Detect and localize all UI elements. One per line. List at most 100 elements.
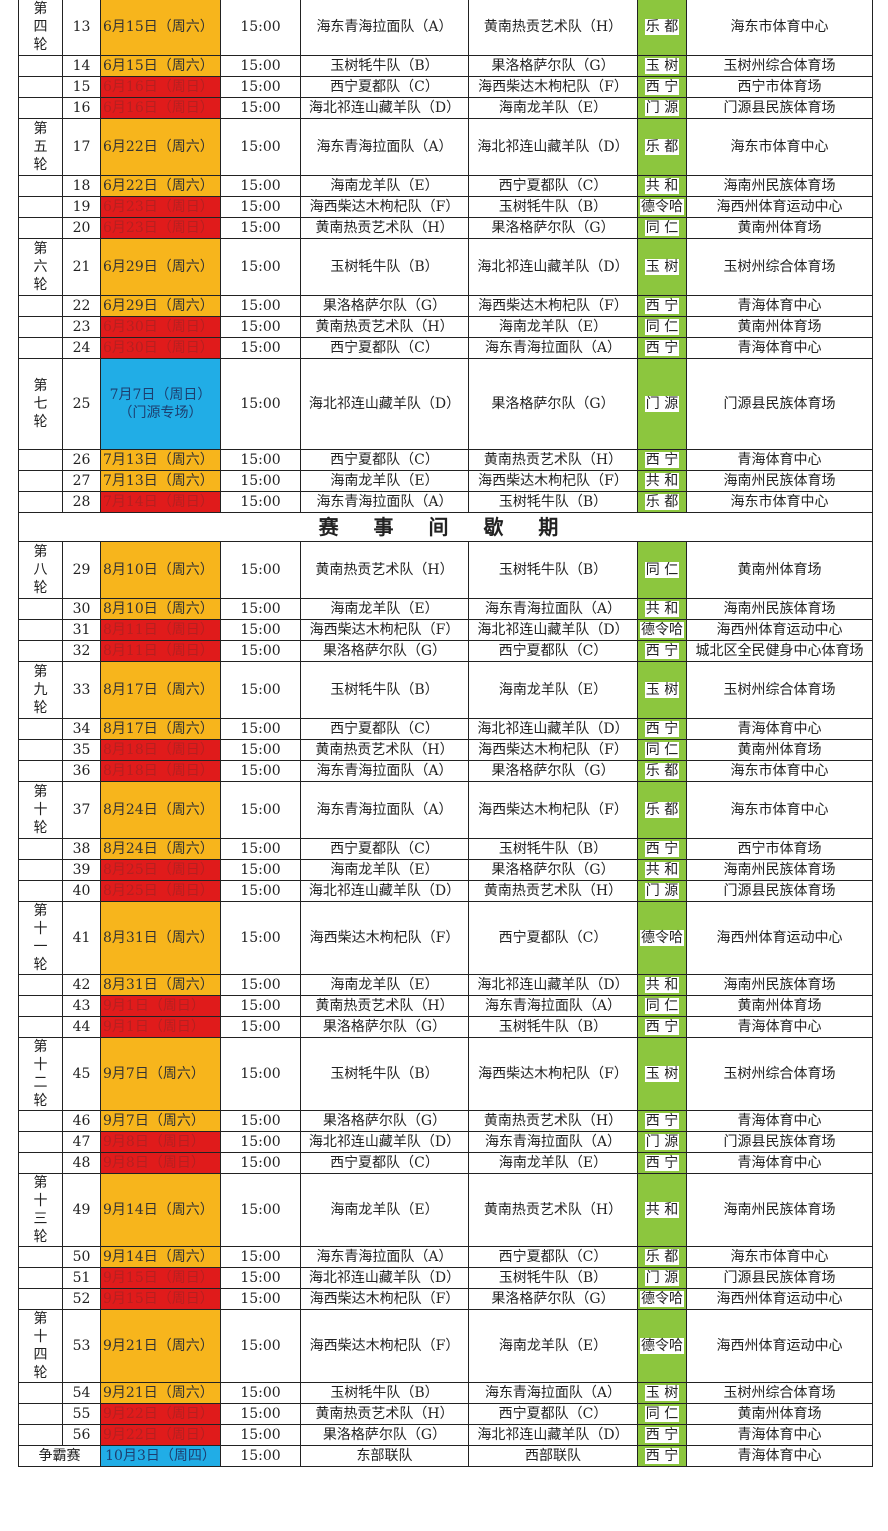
kickoff-time: 15:00 — [220, 1267, 301, 1289]
match-number: 50 — [62, 1246, 101, 1268]
venue: 玉树州综合体育场 — [686, 661, 873, 719]
venue: 青海体育中心 — [686, 1110, 873, 1132]
home-team: 西宁夏都队（C） — [300, 76, 469, 98]
city-cell: 门 源 — [637, 358, 687, 450]
match-date: 7月13日（周六） — [100, 470, 221, 492]
match-number: 36 — [62, 760, 101, 782]
final-row: 争霸赛 10月3日（周四） 15:00 东部联队 西部联队西 宁青海体育中心 — [18, 1445, 873, 1467]
match-date: 9月15日（周日） — [100, 1288, 221, 1310]
match-date: 9月21日（周六） — [100, 1382, 221, 1404]
city-text: 西 宁 — [644, 1113, 680, 1129]
round-label-cell — [18, 880, 63, 902]
away-team: 西宁夏都队（C） — [468, 901, 638, 975]
away-team: 玉树牦牛队（B） — [468, 196, 638, 218]
city-cell: 德令哈 — [637, 1309, 687, 1383]
round-label-cell — [18, 838, 63, 860]
home-team: 西宁夏都队（C） — [300, 838, 469, 860]
away-team: 海北祁连山藏羊队（D） — [468, 1424, 638, 1446]
home-team: 玉树牦牛队（B） — [300, 238, 469, 296]
city-text: 乐 都 — [644, 139, 680, 155]
city-cell: 门 源 — [637, 97, 687, 119]
kickoff-time: 15:00 — [220, 1382, 301, 1404]
match-date: 6月22日（周六） — [100, 118, 221, 176]
schedule-table: 第四轮 13 6月15日（周六） 15:00 海东青海拉面队（A） 黄南热贡艺术队（H）乐… — [18, 0, 873, 1467]
match-row: 第十三轮 49 9月14日（周六） 15:00 海南龙羊队（E） 黄南热贡艺术队（H） 共 … — [18, 1173, 873, 1247]
venue: 门源县民族体育场 — [686, 358, 873, 450]
match-date: 6月15日（周六） — [100, 0, 221, 56]
city-cell: 共 和 — [637, 859, 687, 881]
venue: 黄南州体育场 — [686, 995, 873, 1017]
city-cell: 共 和 — [637, 598, 687, 620]
match-date: 8月17日（周六） — [100, 718, 221, 740]
away-team: 海北祁连山藏羊队（D） — [468, 718, 638, 740]
kickoff-time: 15:00 — [220, 217, 301, 239]
match-row: 26 7月13日（周六） 15:00 西宁夏都队（C） 黄南热贡艺术队（H） 西 宁青海体… — [18, 449, 873, 471]
city-cell: 乐 都 — [637, 0, 687, 56]
match-number: 55 — [62, 1403, 101, 1425]
city-text: 西 宁 — [644, 1019, 680, 1035]
city-cell: 门 源 — [637, 880, 687, 902]
round-label-cell: 第六轮 — [18, 238, 63, 296]
city-cell: 乐 都 — [637, 760, 687, 782]
match-number: 39 — [62, 859, 101, 881]
city-cell: 西 宁 — [637, 337, 687, 359]
round-label-cell — [18, 55, 63, 77]
kickoff-time: 15:00 — [220, 449, 301, 471]
city-cell: 德令哈 — [637, 196, 687, 218]
venue: 海西州体育运动中心 — [686, 901, 873, 975]
city-text: 西 宁 — [644, 841, 680, 857]
venue: 海东市体育中心 — [686, 1246, 873, 1268]
round-label: 第六轮 — [33, 241, 48, 293]
away-team: 黄南热贡艺术队（H） — [468, 1173, 638, 1247]
match-date: 8月11日（周日） — [100, 640, 221, 662]
kickoff-time: 15:00 — [220, 901, 301, 975]
match-row: 43 9月1日（周日） 15:00 黄南热贡艺术队（H） 海东青海拉面队（A） 同 仁黄南… — [18, 995, 873, 1017]
match-row: 34 8月17日（周六） 15:00 西宁夏都队（C） 海北祁连山藏羊队（D） 西 宁青海… — [18, 718, 873, 740]
round-label-cell — [18, 1267, 63, 1289]
city-text: 玉 树 — [644, 1385, 680, 1401]
match-row: 55 9月22日（周日） 15:00 黄南热贡艺术队（H） 西宁夏都队（C） 同 仁黄南州… — [18, 1403, 873, 1425]
match-number: 32 — [62, 640, 101, 662]
home-team: 海北祁连山藏羊队（D） — [300, 1267, 469, 1289]
venue: 青海体育中心 — [686, 1016, 873, 1038]
match-number: 49 — [62, 1173, 101, 1247]
match-number: 52 — [62, 1288, 101, 1310]
city-text: 门 源 — [644, 1270, 680, 1286]
round-label-cell: 第八轮 — [18, 541, 63, 599]
match-date: 9月7日（周六） — [100, 1037, 221, 1111]
match-number: 34 — [62, 718, 101, 740]
away-team: 海南龙羊队（E） — [468, 1152, 638, 1174]
kickoff-time: 15:00 — [220, 974, 301, 996]
away-team: 西宁夏都队（C） — [468, 640, 638, 662]
venue: 门源县民族体育场 — [686, 1131, 873, 1153]
city-text: 西 宁 — [644, 452, 680, 468]
round-label-cell — [18, 974, 63, 996]
match-number: 48 — [62, 1152, 101, 1174]
home-team: 西宁夏都队（C） — [300, 1152, 469, 1174]
match-date: 7月7日（周日） （门源专场） — [100, 358, 221, 450]
match-row: 30 8月10日（周六） 15:00 海南龙羊队（E） 海东青海拉面队（A） 共 和海南州… — [18, 598, 873, 620]
match-number: 17 — [62, 118, 101, 176]
match-number: 18 — [62, 175, 101, 197]
city-cell: 西 宁 — [637, 295, 687, 317]
round-label-cell — [18, 718, 63, 740]
city-cell: 西 宁 — [637, 640, 687, 662]
away-team: 海北祁连山藏羊队（D） — [468, 238, 638, 296]
city-text: 德令哈 — [640, 930, 684, 946]
match-date: 9月14日（周六） — [100, 1173, 221, 1247]
match-number: 40 — [62, 880, 101, 902]
city-cell: 门 源 — [637, 1131, 687, 1153]
away-team: 玉树牦牛队（B） — [468, 541, 638, 599]
match-date: 7月13日（周六） — [100, 449, 221, 471]
home-team: 海西柴达木枸杞队（F） — [300, 1309, 469, 1383]
city-text: 门 源 — [644, 396, 680, 412]
home-team: 玉树牦牛队（B） — [300, 1382, 469, 1404]
match-date: 9月7日（周六） — [100, 1110, 221, 1132]
away-team: 海东青海拉面队（A） — [468, 337, 638, 359]
home-team: 果洛格萨尔队（G） — [300, 1424, 469, 1446]
round-label-cell — [18, 1110, 63, 1132]
venue: 青海体育中心 — [686, 449, 873, 471]
city-cell: 共 和 — [637, 470, 687, 492]
match-date: 8月10日（周六） — [100, 541, 221, 599]
city-text: 共 和 — [644, 601, 680, 617]
